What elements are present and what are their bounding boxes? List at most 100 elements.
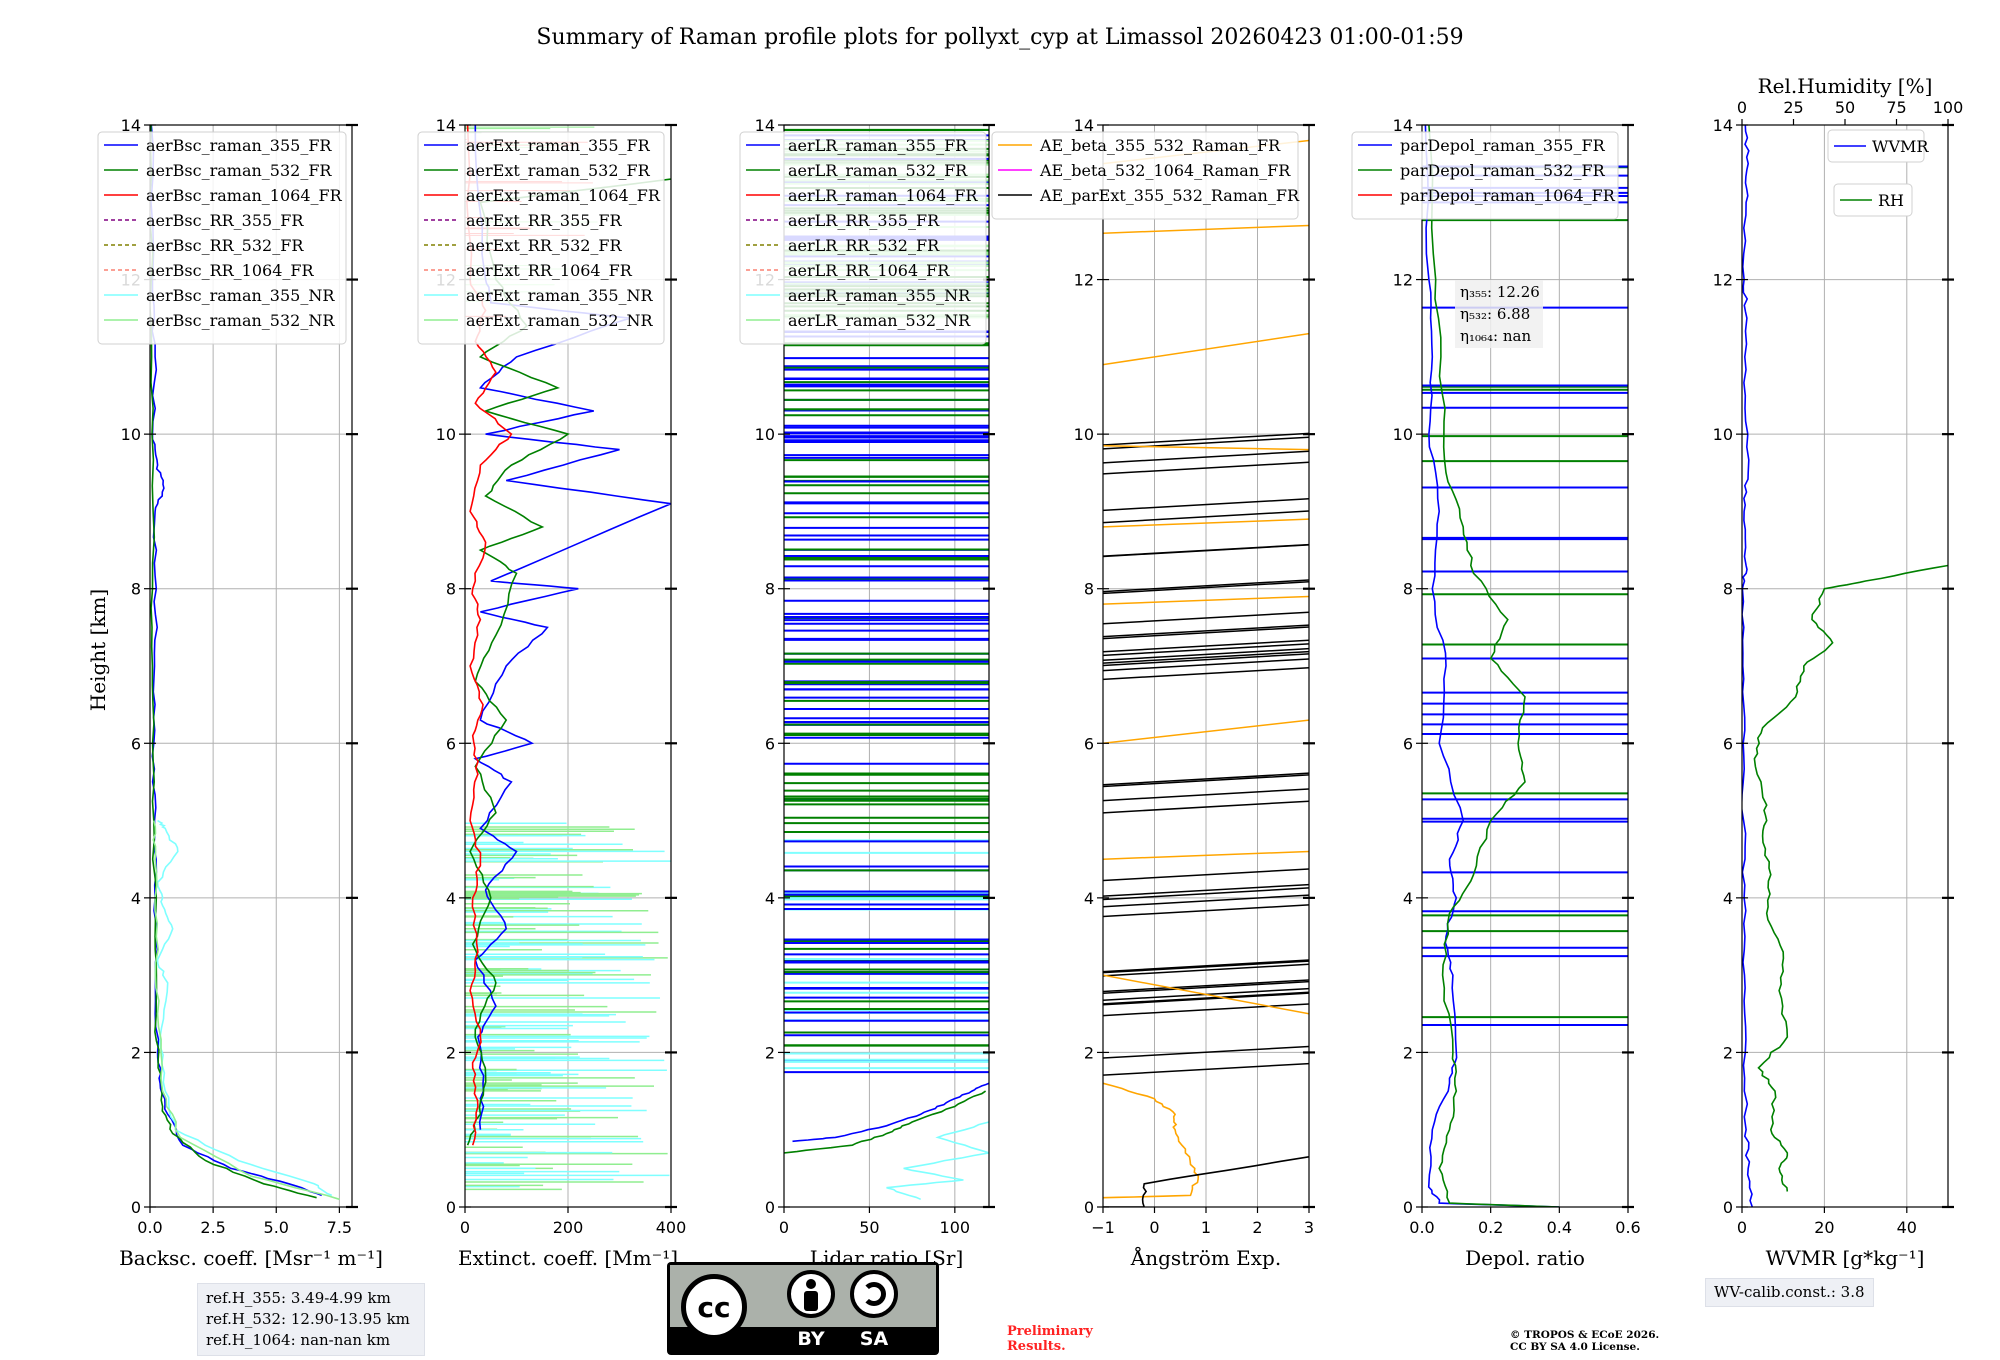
y-tick-label: 2 [765, 1043, 775, 1062]
x-tick-label: 50 [859, 1218, 879, 1237]
plot-area [1742, 125, 1948, 1207]
y-tick-label: 10 [436, 425, 456, 444]
series-line-AE_parExt_355_532_Raman_FR [1103, 1156, 1309, 1207]
panel-lidar_ratio: 05010002468101214Lidar ratio [Sr]aerLR_r… [739, 116, 995, 1270]
y-tick-label: 0 [1084, 1198, 1094, 1217]
x-tick-label: 0 [1737, 1218, 1747, 1237]
preliminary-line-2: Results. [1007, 1339, 1066, 1354]
y-axis-label: Height [km] [86, 589, 110, 711]
angstrom-black-segment [1103, 963, 1309, 977]
legend-entry: aerBsc_RR_1064_FR [146, 261, 315, 280]
preliminary-notice: Preliminary Results. [1007, 1324, 1093, 1354]
angstrom-black-segment [1103, 450, 1309, 464]
eta-value: η₁₀₆₄: nan [1460, 327, 1531, 345]
attribution-icon [787, 1270, 835, 1318]
angstrom-black-segment [1103, 579, 1309, 593]
angstrom-black-segment [1103, 772, 1309, 786]
eta-annotation-box [1455, 280, 1543, 348]
wv-calibration-text: WV-calib.const.: 3.8 [1714, 1283, 1865, 1301]
angstrom-black-segment [1103, 960, 1309, 974]
legend-entry: aerBsc_raman_532_NR [146, 311, 335, 330]
x-tick-label: −1 [1091, 1218, 1115, 1237]
y-tick-label: 12 [1393, 271, 1413, 290]
panel-extinction: 020040002468101214Extinct. coeff. [Mm⁻¹]… [417, 116, 686, 1270]
y-tick-label: 10 [121, 425, 141, 444]
y-tick-label: 2 [1403, 1043, 1413, 1062]
x-axis-label: Depol. ratio [1465, 1246, 1585, 1270]
y-tick-label: 6 [765, 734, 775, 753]
y-tick-label: 8 [1084, 580, 1094, 599]
y-tick-label: 0 [1403, 1198, 1413, 1217]
angstrom-black-segment [1103, 992, 1309, 1006]
legend-box [1351, 131, 1619, 220]
x-tick-label: 5.0 [264, 1218, 289, 1237]
angstrom-black-segment [1103, 887, 1309, 901]
x-tick-label: 0.6 [1615, 1218, 1640, 1237]
angstrom-black-segment [1103, 1003, 1309, 1017]
x-tick-label: 0 [779, 1218, 789, 1237]
y-tick-label: 0 [446, 1198, 456, 1217]
x-tick-label: 20 [1814, 1218, 1834, 1237]
x-tick-label: 100 [940, 1218, 971, 1237]
legend-entry: aerExt_raman_1064_FR [466, 186, 661, 205]
attribution-icon-head [806, 1279, 816, 1289]
legend-entry: parDepol_raman_355_FR [1400, 136, 1606, 155]
axes-frame [783, 124, 990, 1208]
ref-height-355: ref.H_355: 3.49-4.99 km [206, 1289, 391, 1307]
plot-area [465, 125, 671, 1191]
y-tick-label: 0 [765, 1198, 775, 1217]
x-axis-label: Ångström Exp. [1130, 1245, 1281, 1270]
copyright-line-1: © TROPOS & ECoE 2026. [1510, 1329, 1660, 1341]
y-tick-label: 14 [755, 116, 775, 135]
axes-frame [1741, 124, 1949, 1208]
angstrom-black-segment [1103, 626, 1309, 640]
legend-entry: AE_beta_532_1064_Raman_FR [1039, 161, 1291, 180]
plot-area [1103, 139, 1309, 1207]
series-line-aerBsc_raman_532_NR [152, 820, 340, 1201]
legend: aerBsc_raman_355_FR aerBsc_raman_532_FRae… [97, 131, 347, 345]
angstrom-black-segment [1103, 788, 1309, 802]
y-tick-label: 6 [1084, 734, 1094, 753]
y-tick-label: 4 [446, 889, 456, 908]
legend-box-wvmr [1827, 129, 1925, 163]
x-tick-label: 40 [1897, 1218, 1917, 1237]
angstrom-black-segment [1103, 667, 1309, 681]
legend-entry: aerExt_raman_532_FR [466, 161, 651, 180]
angstrom-black-segment [1103, 991, 1309, 1005]
legend-entry: parDepol_raman_1064_FR [1400, 186, 1616, 205]
legend-entry: WVMR [1872, 137, 1929, 156]
angstrom-orange-segment [1103, 719, 1309, 745]
y-tick-label: 12 [1074, 271, 1094, 290]
eta-value: η₃₅₅: 12.26 [1460, 283, 1540, 301]
x-tick-label: 0.4 [1547, 1218, 1572, 1237]
series-line-AE_beta_355_532_Raman_FR [1103, 1082, 1200, 1199]
y-tick-label: 4 [1403, 889, 1413, 908]
angstrom-black-segment [1103, 653, 1309, 667]
legend-entry: RH [1878, 191, 1904, 210]
y-tick-label: 10 [1713, 425, 1733, 444]
angstrom-black-segment [1103, 624, 1309, 638]
angstrom-black-segment [1103, 611, 1309, 625]
legend-entry: aerLR_RR_1064_FR [788, 261, 950, 280]
ref-height-1064: ref.H_1064: nan-nan km [206, 1331, 391, 1349]
angstrom-black-segment [1103, 1045, 1309, 1059]
legend-box [417, 131, 665, 345]
y-tick-label: 14 [1393, 116, 1413, 135]
angstrom-black-segment [1103, 432, 1309, 446]
x-tick-label: 3 [1304, 1218, 1314, 1237]
legend: parDepol_raman_355_FR parDepol_raman_532_… [1351, 131, 1619, 220]
top-tick-label: 25 [1783, 98, 1803, 117]
legend-entry: aerLR_raman_532_FR [788, 161, 968, 180]
legend-entry: aerBsc_raman_355_FR [146, 136, 332, 155]
badge-sa-label: SA [859, 1328, 889, 1350]
ref-height-532: ref.H_532: 12.90-13.95 km [206, 1310, 410, 1328]
series-line-WVMR [1742, 125, 1754, 1207]
angstrom-black-segment [1103, 581, 1309, 595]
legend-entry: aerExt_raman_532_NR [466, 311, 654, 330]
angstrom-black-segment [1103, 1062, 1309, 1076]
series-line-aerExt_raman_1064_FR [466, 125, 513, 1146]
legend-box [97, 131, 347, 345]
